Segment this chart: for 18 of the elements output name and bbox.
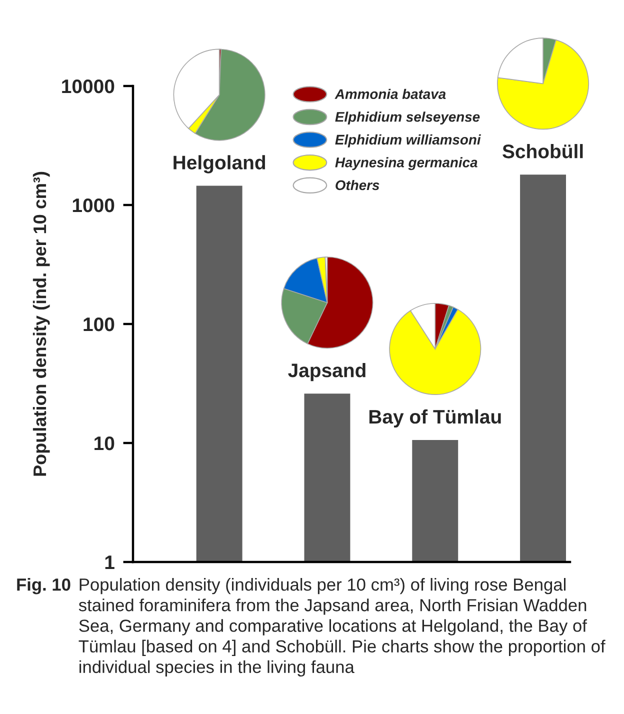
caption: Fig. 10 [17, 578, 70, 594]
y-axis-title: Population density (ind. per 10 cm³) [32, 172, 50, 476]
y-tick-label: 10 [94, 436, 114, 450]
x-tick-label: Bay of Tümlau [369, 409, 501, 428]
pie-slice [497, 39, 590, 130]
text: Population density (individuals per 10 cm³) of living rose Bengal stained foraminifera from the Japsand area, North Frisian Wadden Sea, Germany and comparative locations at Helgoland, the Bay of Tümlau [based on 4] and Schobüll. Pie charts show the proportion of individual species in the living fauna [78, 578, 606, 677]
y-tick-label: 1000 [72, 198, 114, 212]
y-tick-label: 1 [105, 556, 114, 570]
x-tick-label: Japsand [288, 363, 366, 382]
x-tick-label: Helgoland [174, 155, 266, 174]
legend-label: Elphidium selseyense [335, 112, 480, 125]
x-tick-label: Schobüll [502, 144, 583, 158]
y-tick-label: 10000 [62, 79, 114, 94]
legend-label: Haynesina germanica [335, 157, 478, 170]
legend-label: Elphidium williamsoni [335, 134, 482, 148]
y-tick-label: 100 [84, 317, 114, 332]
legend-label: Ammonia batava [334, 88, 446, 100]
legend-label: Others [336, 180, 380, 190]
